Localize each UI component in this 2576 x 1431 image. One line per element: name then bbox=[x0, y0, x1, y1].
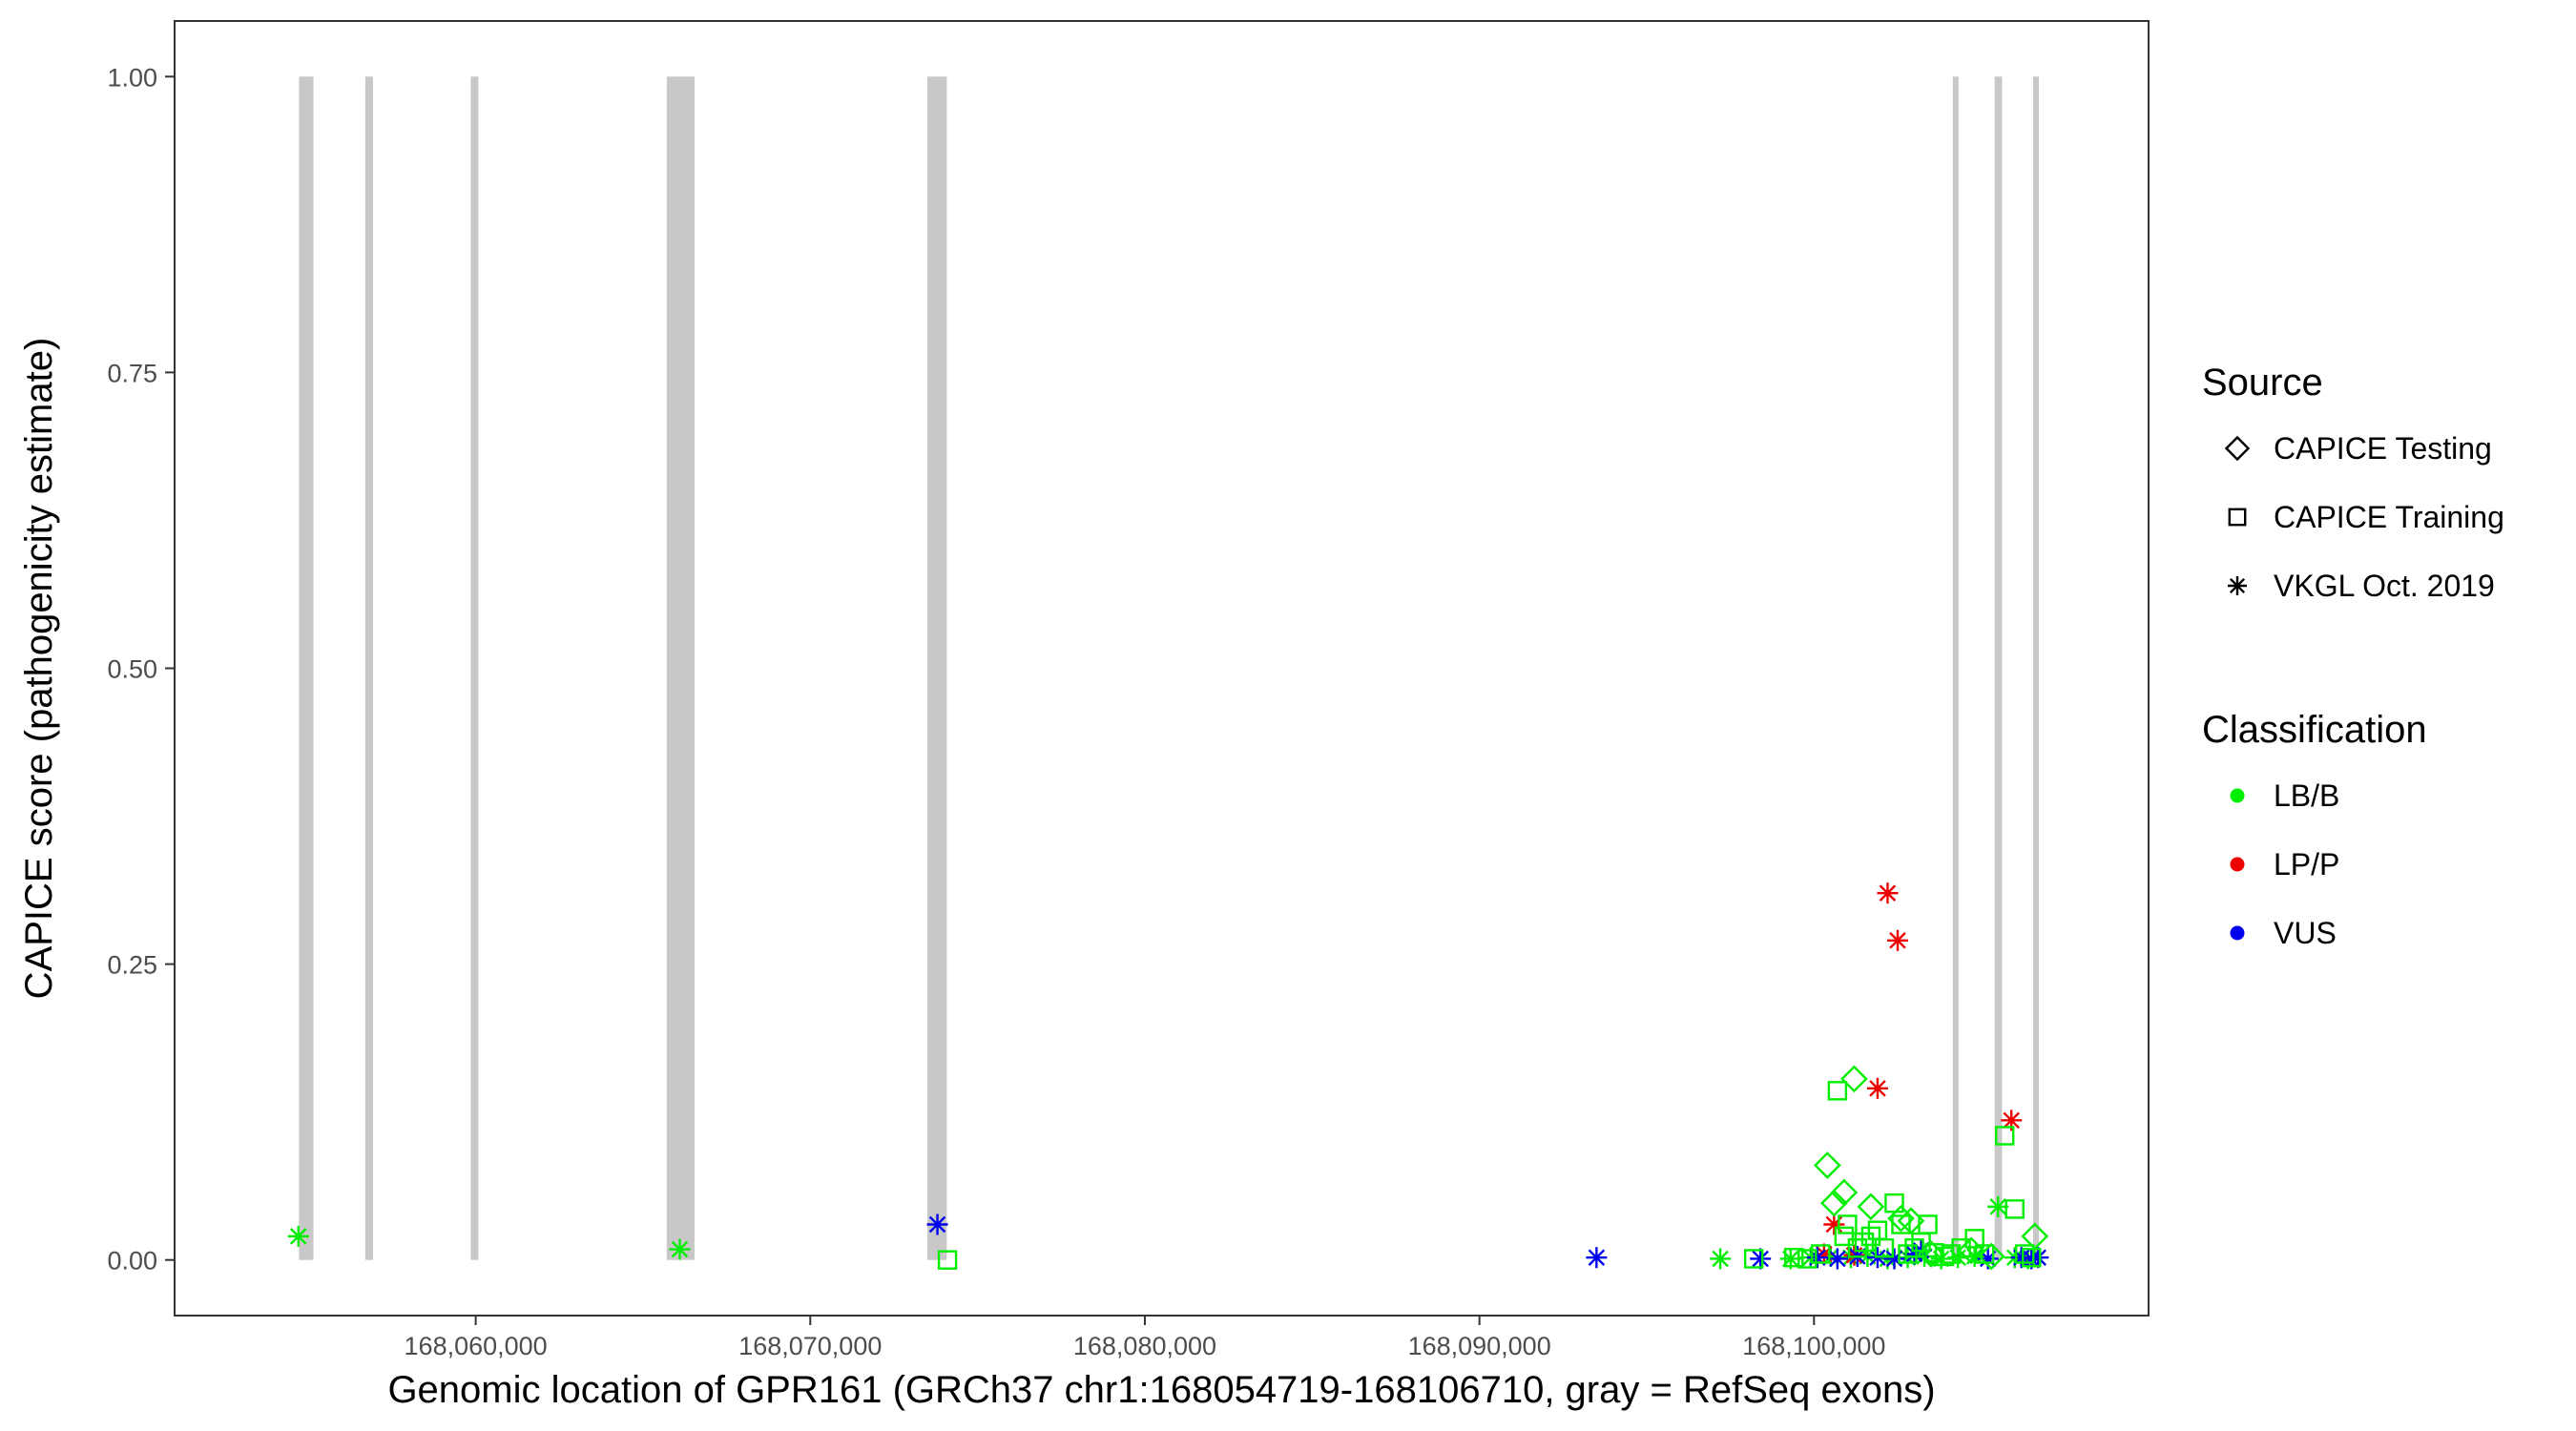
exon-bar-3 bbox=[470, 76, 479, 1260]
legend-key-dot bbox=[2230, 857, 2245, 872]
data-point bbox=[1964, 1229, 1984, 1249]
data-point bbox=[1877, 882, 1899, 904]
y-tick-label: 0.25 bbox=[107, 951, 157, 980]
data-point bbox=[1860, 1226, 1881, 1247]
legend-label: LP/P bbox=[2274, 847, 2339, 881]
data-point bbox=[2021, 1222, 2049, 1251]
exon-bar-7 bbox=[1994, 76, 2003, 1260]
legend-label: VKGL Oct. 2019 bbox=[2274, 569, 2495, 603]
data-point bbox=[1854, 1232, 1875, 1253]
data-point bbox=[1750, 1248, 1772, 1270]
y-tick-label: 0.00 bbox=[107, 1247, 157, 1275]
x-tick-label: 168,090,000 bbox=[1408, 1332, 1551, 1360]
data-point bbox=[1891, 1214, 1911, 1234]
data-point bbox=[1586, 1247, 1608, 1269]
data-point bbox=[2027, 1247, 2049, 1269]
exon-bar-6 bbox=[1952, 76, 1959, 1260]
legend-title-source: Source bbox=[2202, 362, 2323, 404]
data-point bbox=[1743, 1249, 1764, 1269]
data-point bbox=[2022, 1248, 2042, 1268]
legend-title-classification: Classification bbox=[2202, 709, 2427, 751]
data-point bbox=[1811, 1244, 1831, 1264]
data-point bbox=[1917, 1240, 1945, 1268]
exon-bar-1 bbox=[299, 76, 314, 1260]
x-tick-label: 168,100,000 bbox=[1742, 1332, 1885, 1360]
data-point bbox=[1814, 1151, 1841, 1179]
data-point bbox=[1823, 1213, 1845, 1235]
exon-bar-8 bbox=[2033, 76, 2040, 1260]
x-axis: 168,060,000 168,070,000 168,080,000 168,090… bbox=[405, 1316, 1885, 1360]
x-tick-label: 168,070,000 bbox=[738, 1332, 882, 1360]
data-point bbox=[1830, 1178, 1859, 1207]
legend: Source CAPICE Testing CAPICE Training VKGL … bbox=[2202, 362, 2504, 950]
data-point bbox=[1820, 1189, 1848, 1217]
data-point bbox=[937, 1250, 958, 1270]
y-tick-label: 0.50 bbox=[107, 655, 157, 684]
data-point bbox=[1797, 1249, 1818, 1269]
legend-label: CAPICE Training bbox=[2274, 500, 2504, 534]
data-point bbox=[1834, 1226, 1855, 1247]
exon-layer bbox=[299, 76, 2040, 1260]
data-point bbox=[2015, 1244, 2035, 1264]
x-tick-label: 168,080,000 bbox=[1073, 1332, 1216, 1360]
data-point bbox=[1887, 1204, 1915, 1233]
data-point bbox=[1866, 1077, 1888, 1099]
legend-key-square bbox=[2228, 508, 2247, 527]
data-point bbox=[926, 1213, 948, 1235]
x-axis-title: Genomic location of GPR161 (GRCh37 chr1:… bbox=[387, 1369, 1935, 1411]
y-tick-label: 1.00 bbox=[107, 63, 157, 92]
data-point bbox=[1840, 1065, 1868, 1093]
data-point bbox=[1874, 1238, 1895, 1258]
exon-bar-5 bbox=[927, 76, 947, 1260]
data-point bbox=[287, 1225, 309, 1247]
data-point bbox=[1977, 1242, 2005, 1271]
data-point bbox=[1827, 1081, 1848, 1101]
legend-label: VUS bbox=[2274, 916, 2337, 950]
x-tick-label: 168,060,000 bbox=[405, 1332, 548, 1360]
exon-bar-4 bbox=[666, 76, 695, 1260]
data-point bbox=[1883, 1248, 1905, 1270]
data-point bbox=[2005, 1199, 2025, 1219]
data-point bbox=[1710, 1248, 1732, 1270]
data-point bbox=[669, 1238, 691, 1260]
exon-bar-2 bbox=[364, 76, 373, 1260]
data-point bbox=[1886, 929, 1908, 951]
data-point bbox=[1994, 1126, 2015, 1146]
legend-key-diamond bbox=[2224, 435, 2251, 462]
data-point bbox=[1897, 1207, 1925, 1235]
legend-key-asterisk bbox=[2228, 576, 2247, 595]
y-tick-label: 0.75 bbox=[107, 359, 157, 387]
data-point bbox=[1957, 1236, 1985, 1265]
data-point bbox=[1857, 1192, 1885, 1221]
y-axis-title: CAPICE score (pathogenicity estimate) bbox=[18, 338, 60, 1000]
data-point bbox=[1838, 1214, 1858, 1234]
data-point bbox=[2001, 1110, 2023, 1131]
legend-key-dot bbox=[2230, 925, 2245, 941]
data-point bbox=[1843, 1244, 1865, 1266]
data-point bbox=[1904, 1238, 1924, 1258]
legend-label: LB/B bbox=[2274, 778, 2339, 813]
data-point bbox=[1898, 1244, 1918, 1264]
points-layer bbox=[287, 882, 2049, 1271]
legend-key-dot bbox=[2230, 788, 2245, 803]
y-axis: 0.00 0.25 0.50 0.75 1.00 bbox=[107, 63, 175, 1275]
data-point bbox=[1784, 1248, 1804, 1268]
data-point bbox=[1847, 1238, 1868, 1258]
legend-label: CAPICE Testing bbox=[2274, 431, 2492, 466]
